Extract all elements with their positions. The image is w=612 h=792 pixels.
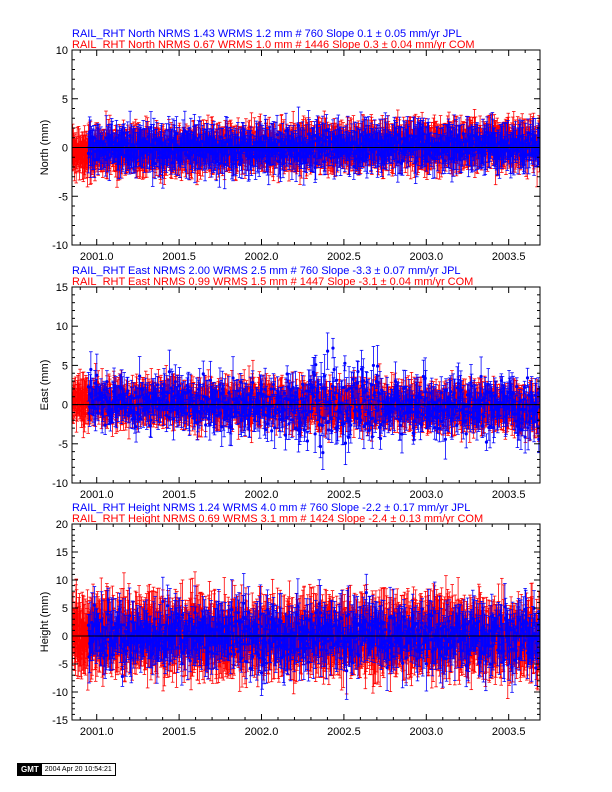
east-plot-area: 2001.0 2001.5 2002.0 2002.5 2003.0 2003.5 -10 -… bbox=[52, 282, 540, 501]
east-x-tick-label: 2002.5 bbox=[327, 489, 361, 501]
legend-jpl-east: RAIL_RHT East NRMS 2.00 WRMS 2.5 mm # 76… bbox=[72, 265, 461, 277]
east-point bbox=[305, 430, 310, 451]
north-x-tick-label: 2003.0 bbox=[409, 251, 443, 263]
east-y-axis-label: East (mm) bbox=[39, 360, 51, 411]
north-panel: RAIL_RHT North NRMS 1.43 WRMS 1.2 mm # 7… bbox=[39, 28, 541, 263]
north-x-tick-label: 2001.5 bbox=[162, 251, 196, 263]
north-plot-frame bbox=[71, 49, 541, 246]
north-point bbox=[229, 129, 234, 172]
east-data-body bbox=[72, 332, 540, 471]
east-point bbox=[371, 346, 376, 385]
north-x-tick-label: 2002.0 bbox=[245, 251, 279, 263]
east-y-tick-label: 5 bbox=[62, 360, 68, 372]
north-point bbox=[513, 121, 518, 163]
north-axes: 2001.0 2001.5 2002.0 2002.5 2003.0 2003.5 -10 -… bbox=[52, 45, 540, 263]
north-point bbox=[511, 127, 516, 160]
north-y-tick-label: -5 bbox=[58, 191, 68, 203]
north-y-tick-label: -10 bbox=[52, 240, 68, 252]
east-point bbox=[325, 332, 330, 370]
east-x-tick-label: 2001.0 bbox=[80, 489, 114, 501]
north-x-tick-label: 2003.5 bbox=[492, 251, 526, 263]
north-y-axis-label: North (mm) bbox=[39, 120, 51, 176]
north-point bbox=[312, 121, 317, 150]
north-point bbox=[180, 132, 184, 164]
north-data-body bbox=[72, 106, 540, 190]
north-x-tick-label: 2001.0 bbox=[80, 251, 114, 263]
north-point bbox=[329, 146, 334, 164]
east-point bbox=[331, 337, 335, 359]
east-panel: RAIL_RHT East NRMS 2.00 WRMS 2.5 mm # 76… bbox=[39, 265, 541, 501]
north-series-jpl bbox=[86, 106, 540, 190]
east-y-tick-label: -5 bbox=[58, 439, 68, 451]
north-point bbox=[331, 119, 335, 149]
height-panel: RAIL_RHT Height NRMS 1.24 WRMS 4.0 mm # … bbox=[39, 502, 541, 738]
east-y-tick-label: 10 bbox=[56, 321, 68, 333]
east-y-tick-label: 0 bbox=[62, 400, 68, 412]
east-y-tick-label: -10 bbox=[52, 478, 68, 490]
north-y-tick-label: 10 bbox=[56, 45, 68, 57]
north-point bbox=[296, 106, 301, 145]
east-y-tick-label: 15 bbox=[56, 282, 68, 294]
legend-com-height: RAIL_RHT Height NRMS 0.69 WRMS 3.1 mm # … bbox=[72, 513, 483, 525]
north-point bbox=[107, 135, 112, 182]
east-x-tick-label: 2003.0 bbox=[409, 489, 443, 501]
north-y-tick-label: 5 bbox=[62, 94, 68, 106]
east-x-tick-label: 2001.5 bbox=[162, 489, 196, 501]
legend-com-north: RAIL_RHT North NRMS 0.67 WRMS 1.0 mm # 1… bbox=[72, 39, 475, 51]
east-x-tick-label: 2003.5 bbox=[492, 489, 526, 501]
height-data-body bbox=[72, 571, 540, 700]
east-point bbox=[343, 355, 347, 372]
north-point bbox=[149, 111, 153, 144]
north-point bbox=[442, 133, 447, 153]
legend-jpl-north: RAIL_RHT North NRMS 1.43 WRMS 1.2 mm # 7… bbox=[72, 28, 462, 40]
north-y-tick-label: 0 bbox=[62, 143, 68, 155]
north-x-tick-label: 2002.5 bbox=[327, 251, 361, 263]
north-point bbox=[153, 148, 157, 180]
legend-com-east: RAIL_RHT East NRMS 0.99 WRMS 1.5 mm # 14… bbox=[72, 276, 473, 288]
height-plot-area: 2001.0 2001.5 2002.0 2002.5 2003.0 2003.5-15-… bbox=[52, 519, 540, 738]
north-point bbox=[369, 128, 374, 174]
north-point bbox=[144, 121, 149, 168]
east-point bbox=[321, 435, 325, 471]
east-x-tick-label: 2002.0 bbox=[245, 489, 279, 501]
north-plot-area: 2001.0 2001.5 2002.0 2002.5 2003.0 2003.5 -10 -… bbox=[52, 45, 540, 263]
east-point bbox=[356, 361, 360, 382]
